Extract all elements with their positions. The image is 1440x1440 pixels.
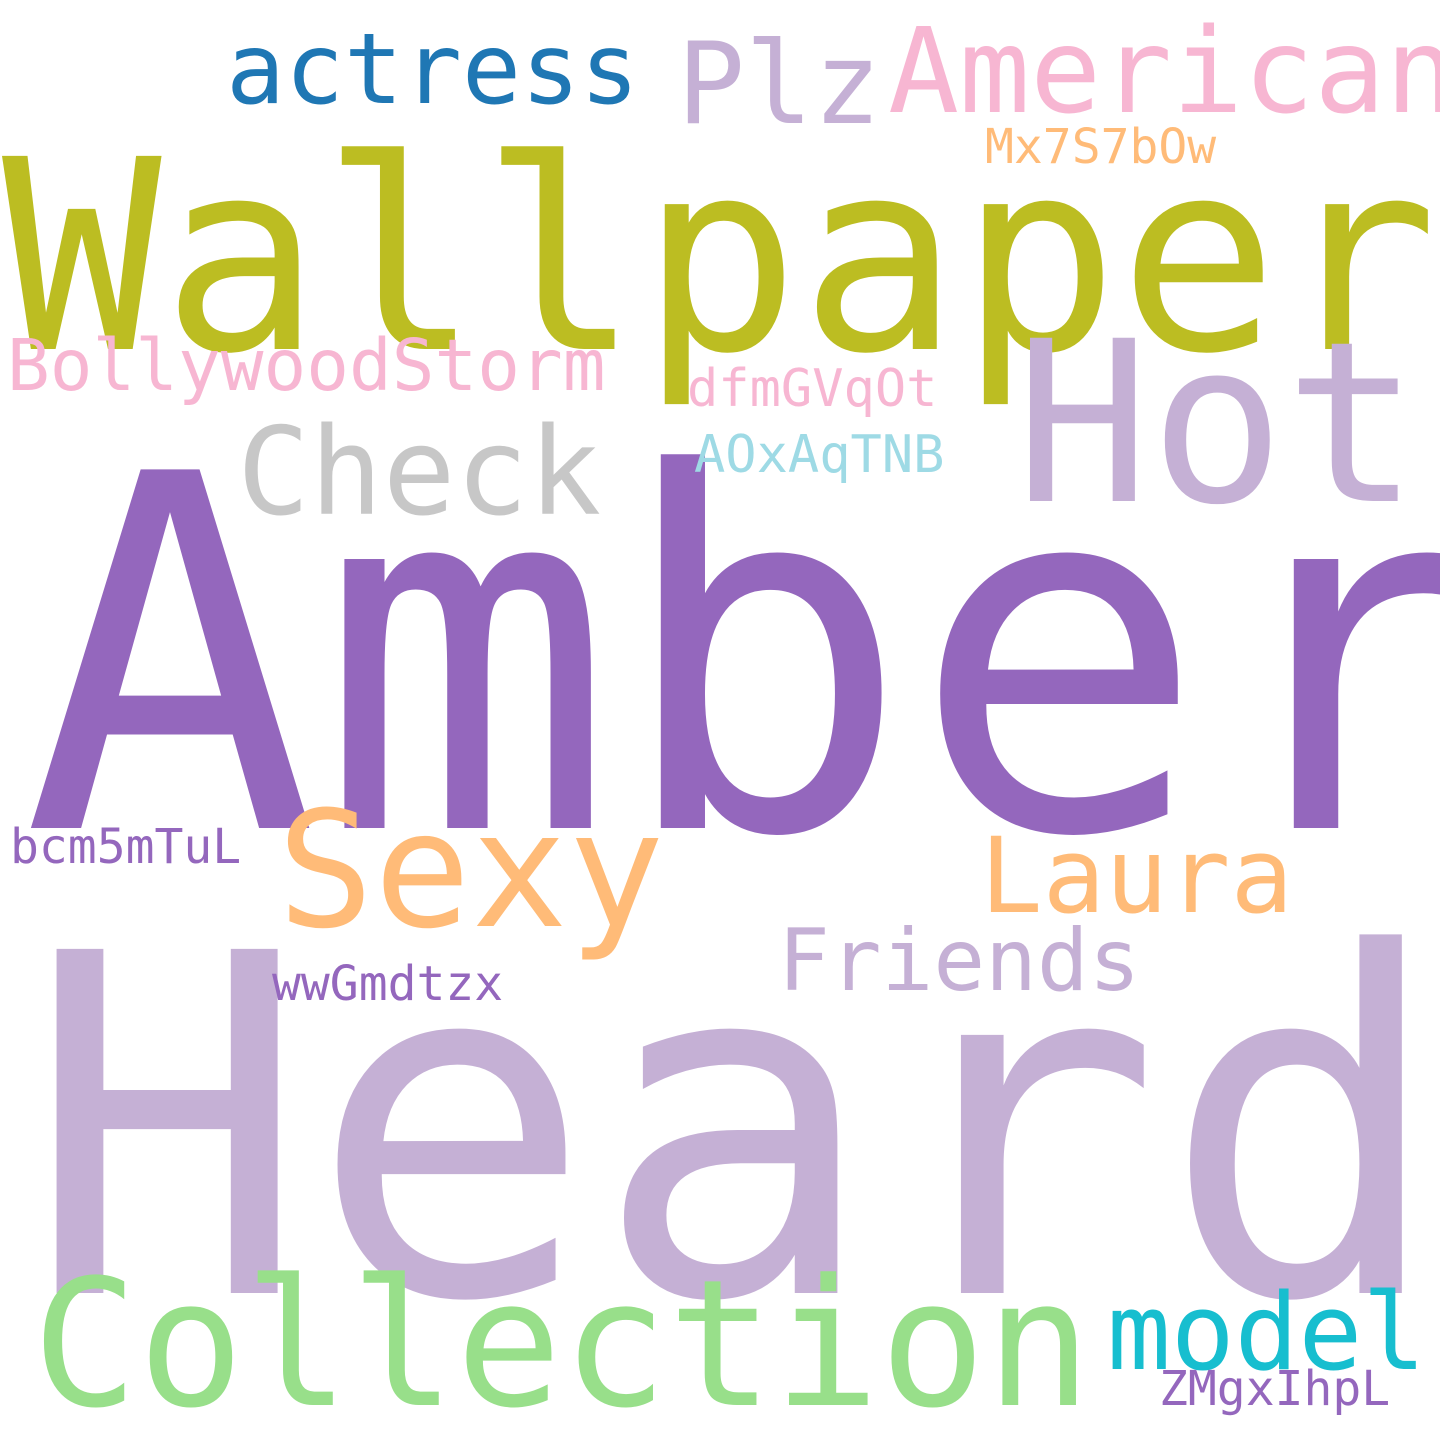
word-laura: Laura — [980, 815, 1294, 937]
word-check: Check — [237, 402, 602, 543]
word-heard: Heard — [25, 856, 1440, 1405]
word-mx7s7b0w: Mx7S7bOw — [985, 119, 1217, 175]
word-aoxaqtnb: AOxAqTNB — [694, 425, 945, 485]
word-friends: Friends — [778, 911, 1141, 1011]
word-american: American — [888, 2, 1440, 140]
word-bollywoodstorm: BollywoodStorm — [7, 324, 606, 407]
word-wallpaper: Wallpaper — [2, 104, 1438, 412]
word-plz: Plz — [677, 18, 882, 150]
word-dfmgvqot: dfmGVqOt — [687, 359, 938, 419]
word-model: model — [1107, 1271, 1427, 1394]
word-sexy: Sexy — [277, 777, 665, 964]
word-bcm5mtul: bcm5mTuL — [10, 819, 242, 875]
word-zmgxihpl: ZMgxIhpL — [1159, 1361, 1391, 1417]
word-collection: Collection — [32, 1242, 1092, 1440]
word-hot: Hot — [1015, 293, 1420, 554]
word-amber: Amber — [22, 372, 1440, 945]
word-wwgmdtzx: wwGmdtzx — [272, 956, 504, 1012]
word-actress: actress — [226, 13, 640, 127]
